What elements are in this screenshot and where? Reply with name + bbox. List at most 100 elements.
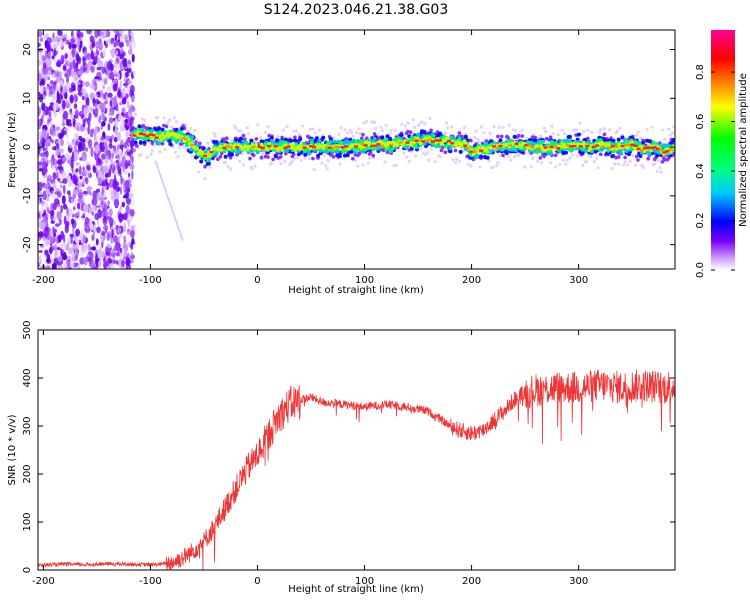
streak-dot	[160, 178, 163, 181]
noise-blob	[97, 177, 103, 185]
ridge-peak	[527, 144, 532, 147]
ridge-dot	[556, 133, 560, 137]
noise-blob	[50, 202, 55, 212]
ridge-dot	[423, 122, 427, 126]
ridge-dot	[520, 134, 525, 138]
ridge-dot	[403, 124, 407, 128]
noise-blob	[122, 195, 128, 199]
noise-blob	[78, 200, 84, 205]
ridge-dot	[444, 121, 449, 125]
noise-blob	[81, 151, 87, 162]
ridge-dot	[617, 162, 621, 166]
noise-blob	[89, 92, 95, 100]
noise-blob	[43, 209, 47, 215]
noise-blob	[121, 259, 125, 268]
noise-blob	[92, 36, 95, 42]
noise-blob	[51, 93, 57, 102]
ridge-dot	[346, 131, 350, 135]
ridge-dot	[418, 122, 422, 126]
noise-blob	[94, 125, 98, 135]
snr-x-tick-label: 0	[254, 576, 260, 587]
snr-y-tick-label: 100	[22, 512, 33, 531]
streak-dot	[160, 176, 163, 179]
noise-blob	[121, 112, 124, 116]
ridge-dot	[655, 169, 659, 173]
noise-blob	[75, 228, 81, 237]
noise-blob	[91, 211, 95, 216]
noise-blob	[38, 72, 42, 83]
ridge-dot	[331, 155, 336, 159]
ridge-dot	[263, 130, 267, 134]
ridge-peak	[411, 139, 416, 142]
ridge-dot	[647, 151, 652, 156]
ridge-dot	[255, 150, 260, 155]
noise-blob	[114, 33, 118, 42]
ridge-peak	[620, 144, 625, 148]
ridge-dot	[173, 150, 178, 154]
ridge-dot	[290, 146, 295, 150]
ridge-dot	[406, 121, 410, 125]
ridge-dot	[351, 134, 355, 138]
streak-dot	[158, 172, 161, 175]
ridge-dot	[393, 128, 397, 133]
ridge-dot	[259, 155, 264, 160]
ridge-dot	[176, 155, 180, 159]
ridge-peak	[546, 145, 551, 149]
streak-dot	[171, 210, 174, 213]
noise-blob	[102, 93, 106, 100]
noise-blob	[120, 175, 123, 185]
ridge-peak	[138, 132, 143, 136]
noise-blob	[51, 43, 56, 50]
ridge-peak	[431, 140, 435, 143]
ridge-dot	[660, 160, 665, 164]
ridge-dot	[535, 150, 540, 155]
noise-blob	[84, 177, 88, 183]
ridge-dot	[583, 137, 588, 142]
ridge-dot	[357, 127, 361, 131]
noise-blob	[52, 82, 56, 90]
noise-blob	[81, 215, 85, 219]
ridge-dot	[163, 147, 167, 152]
noise-blob	[47, 210, 52, 214]
ridge-dot	[501, 153, 505, 158]
ridge-dot	[396, 143, 400, 147]
noise-blob	[67, 159, 72, 164]
spectrogram-x-ticks: -200 -100 0 100 200 300	[32, 30, 588, 286]
ridge-dot	[228, 155, 233, 160]
ridge-dot	[479, 154, 484, 159]
noise-blob	[82, 126, 86, 132]
noise-blob	[114, 168, 118, 175]
ridge-dot	[384, 123, 388, 127]
noise-blob	[111, 48, 115, 58]
noise-blob	[75, 53, 80, 62]
noise-blob	[129, 84, 135, 94]
noise-blob	[63, 128, 69, 132]
noise-blob	[46, 43, 51, 53]
noise-blob	[108, 117, 114, 124]
noise-blob	[54, 249, 58, 259]
noise-blob	[126, 100, 130, 109]
ridge-dot	[214, 140, 219, 145]
ridge-dot	[477, 140, 481, 144]
ridge-dot	[230, 139, 234, 143]
noise-blob	[106, 182, 109, 186]
ridge-dot	[140, 117, 144, 121]
snr-y-tick-label: 200	[22, 464, 33, 483]
ridge-peak	[610, 145, 615, 148]
noise-blob	[54, 35, 59, 42]
noise-blob	[92, 99, 96, 104]
noise-blob	[52, 174, 57, 180]
noise-blob	[124, 104, 127, 115]
noise-blob	[58, 244, 64, 249]
ridge-dot	[158, 134, 162, 138]
noise-blob	[83, 50, 88, 57]
noise-blob	[45, 53, 49, 59]
ridge-dot	[155, 115, 160, 120]
noise-blob	[106, 247, 111, 252]
noise-blob	[56, 71, 59, 78]
noise-blob	[60, 170, 67, 178]
ridge-dot	[189, 137, 193, 142]
noise-blob	[124, 151, 128, 159]
ridge-dot	[314, 136, 319, 141]
ridge-dot	[250, 167, 255, 171]
